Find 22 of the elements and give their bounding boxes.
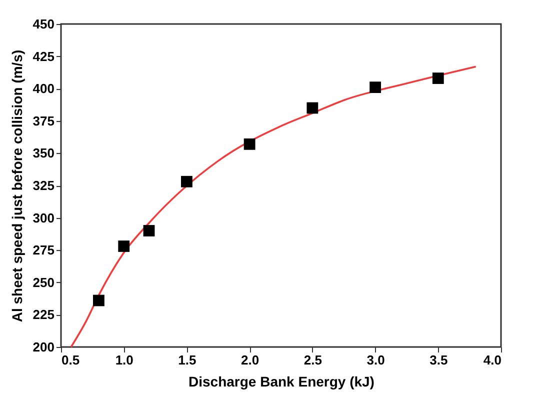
- x-tick-label: 3.0: [366, 352, 385, 368]
- y-tick-label: 225: [32, 307, 54, 322]
- x-tick-label: 1.0: [115, 352, 134, 368]
- y-tick-label: 375: [32, 113, 54, 128]
- y-tick-label: 425: [32, 48, 54, 64]
- y-tick-label: 400: [32, 81, 54, 96]
- x-tick-label: 0.5: [62, 352, 80, 368]
- x-tick-label: 2.5: [304, 352, 322, 368]
- x-tick-label: 1.5: [178, 352, 196, 368]
- y-tick-label: 200: [32, 340, 54, 354]
- y-tick-label: 450: [32, 16, 54, 32]
- y-tick-label: 250: [32, 274, 54, 290]
- y-tick-label: 325: [32, 178, 54, 193]
- y-axis-title: Al sheet speed just before collision (m/s): [8, 50, 25, 322]
- x-tick-label: 2.0: [241, 352, 260, 368]
- y-tick-label: 350: [32, 146, 54, 161]
- x-tick-label: 4.0: [483, 352, 502, 368]
- line-series: [70, 66, 477, 348]
- y-tick-label: 300: [32, 210, 54, 226]
- x-tick-label: 3.5: [430, 352, 448, 368]
- x-axis-title: Discharge Bank Energy (kJ): [188, 374, 374, 390]
- y-tick-label: 275: [32, 242, 54, 258]
